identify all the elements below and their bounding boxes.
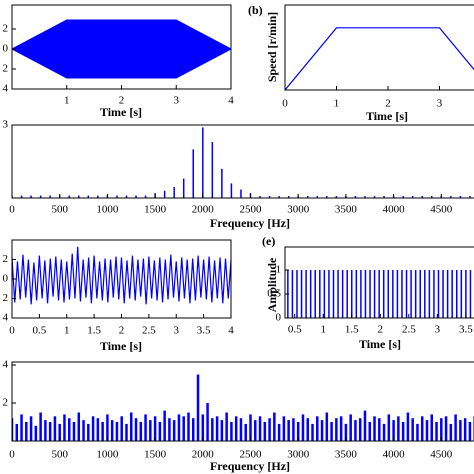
axes-frame	[11, 361, 474, 442]
x-tick-label: 1.5	[87, 325, 101, 337]
x-tick-label: 3	[435, 324, 441, 336]
signal-line	[12, 246, 231, 305]
y-tick-label: 2	[3, 292, 9, 304]
y-tick-label: 2	[3, 253, 9, 265]
x-tick-label: 2	[119, 95, 125, 107]
plot-area	[285, 27, 474, 90]
x-tick-label: 2000	[192, 449, 215, 461]
y-tick-label: 2	[3, 63, 9, 75]
x-axis-label: Frequency [Hz]	[210, 216, 290, 230]
x-tick-label: 500	[51, 204, 68, 216]
x-tick-label: 2500	[240, 204, 263, 216]
x-tick-label: 2500	[240, 449, 263, 461]
x-tick-label: 3500	[335, 204, 358, 216]
x-tick-label: 500	[51, 449, 68, 461]
x-tick-label: 2	[378, 324, 384, 336]
y-tick-label: 0.5	[267, 288, 281, 300]
plot-area	[12, 127, 471, 198]
axes-frame	[11, 124, 474, 199]
y-tick-label: 0	[3, 273, 9, 285]
signal-line	[285, 27, 474, 90]
signal-envelope	[12, 19, 231, 79]
x-tick-label: 1	[334, 98, 340, 110]
x-tick-label: 3500	[335, 449, 358, 461]
y-axis-label: Speed [r/min]	[265, 12, 279, 82]
y-tick-label: 4	[3, 83, 9, 95]
panel-label: (e)	[262, 234, 275, 248]
axes-frame	[284, 4, 474, 91]
x-tick-label: 4	[228, 95, 234, 107]
y-tick-label: 0	[276, 312, 282, 324]
axes-frame	[11, 239, 232, 319]
plot-area	[287, 270, 472, 318]
x-tick-label: 4500	[430, 204, 453, 216]
x-tick-label: 3.5	[459, 324, 473, 336]
x-axis-label: Time [s]	[366, 109, 408, 123]
x-tick-label: 2	[119, 325, 125, 337]
x-tick-label: 0	[9, 449, 15, 461]
y-tick-label: 3	[3, 119, 9, 131]
x-tick-label: 0	[9, 325, 15, 337]
x-tick-label: 3.5	[197, 325, 211, 337]
x-tick-label: 3	[437, 98, 443, 110]
x-tick-label: 1500	[144, 449, 167, 461]
x-tick-label: 3000	[287, 449, 310, 461]
x-tick-label: 0.5	[33, 325, 47, 337]
x-tick-label: 1	[320, 324, 326, 336]
x-axis-label: Time [s]	[359, 337, 401, 351]
x-axis-label: Frequency [Hz]	[210, 459, 290, 473]
x-tick-label: 1000	[96, 204, 119, 216]
x-tick-label: 2	[385, 98, 391, 110]
y-axis-label: Amplitude	[265, 257, 279, 312]
plot-area	[12, 374, 474, 441]
x-axis-label: Time [s]	[100, 105, 142, 119]
plot-area	[12, 19, 231, 79]
x-tick-label: 2000	[192, 204, 215, 216]
x-tick-label: 0.5	[288, 324, 302, 336]
x-tick-label: 0	[282, 98, 288, 110]
x-tick-label: 1	[64, 325, 70, 337]
y-tick-label: 2	[3, 23, 9, 35]
x-tick-label: 3000	[287, 204, 310, 216]
x-tick-label: 4500	[430, 449, 453, 461]
x-tick-label: 1500	[144, 204, 167, 216]
y-tick-label: 2	[3, 397, 9, 409]
y-tick-label: 1	[276, 264, 282, 276]
x-tick-label: 1	[64, 95, 70, 107]
x-tick-label: 3	[174, 325, 180, 337]
y-tick-label: 4	[3, 312, 9, 324]
x-tick-label: 4	[228, 325, 234, 337]
x-tick-label: 4000	[383, 449, 406, 461]
x-tick-label: 3	[174, 95, 180, 107]
x-axis-label: Time [s]	[100, 339, 142, 353]
x-tick-label: 0	[9, 204, 15, 216]
axes-frame	[284, 246, 474, 319]
x-tick-label: 1.5	[345, 324, 359, 336]
panel-label: (b)	[248, 3, 263, 17]
y-tick-label: 0	[3, 43, 9, 55]
x-tick-label: 2.5	[402, 324, 416, 336]
x-tick-label: 1000	[96, 449, 119, 461]
x-tick-label: 2.5	[142, 325, 156, 337]
y-tick-label: 4	[3, 359, 9, 371]
x-tick-label: 4000	[383, 204, 406, 216]
plot-area	[12, 246, 231, 305]
